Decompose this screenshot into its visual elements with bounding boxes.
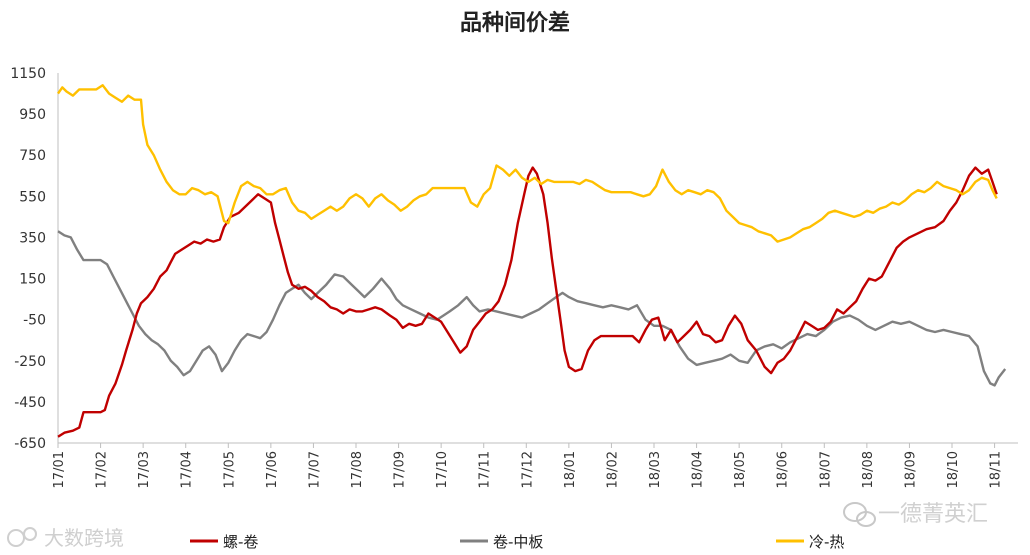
y-tick-label: 150	[19, 272, 46, 288]
watermark-left-text: 大数跨境	[44, 526, 124, 550]
legend-label-2: 冷-热	[809, 533, 844, 551]
x-tick-label: 18/08	[861, 451, 876, 488]
x-tick-label: 18/09	[903, 451, 918, 488]
x-tick-label: 18/01	[563, 451, 578, 488]
series-line-0	[57, 166, 998, 438]
legend-label-1: 卷-中板	[493, 533, 543, 551]
y-tick-label: 350	[19, 230, 46, 246]
camera-icon	[7, 527, 37, 547]
x-tick-label: 18/11	[989, 451, 1004, 488]
y-axis: 1150 950 750 550 350 150 -50 -250 -450 -650	[10, 66, 59, 452]
x-tick-label: 17/02	[95, 451, 110, 488]
x-tick-label: 18/04	[691, 451, 706, 488]
x-tick-label: 18/05	[733, 451, 748, 488]
x-tick-label: 17/09	[393, 451, 408, 488]
x-tick-label: 18/06	[776, 451, 791, 488]
watermark-left: 大数跨境	[7, 526, 124, 550]
legend: 螺-卷 卷-中板 冷-热	[190, 533, 844, 551]
x-tick-label: 17/12	[520, 451, 535, 488]
y-tick-label: 950	[19, 107, 46, 123]
x-tick-label: 17/03	[137, 451, 152, 488]
x-tick-label: 17/05	[222, 451, 237, 488]
watermark-right: 一德菁英汇	[843, 502, 988, 527]
watermark-right-text: 一德菁英汇	[878, 502, 988, 527]
x-tick-label: 18/02	[605, 451, 620, 488]
legend-label-0: 螺-卷	[223, 533, 258, 551]
chart-title: 品种间价差	[460, 10, 570, 36]
series-lines	[57, 84, 1007, 438]
y-tick-label: -650	[14, 436, 46, 452]
y-tick-label: 750	[19, 148, 46, 164]
y-tick-label: 1150	[10, 66, 46, 82]
x-tick-label: 17/11	[478, 451, 493, 488]
y-tick-label: 550	[19, 189, 46, 205]
x-tick-label: 18/07	[818, 451, 833, 488]
x-tick-label: 18/03	[648, 451, 663, 488]
wechat-icon	[843, 502, 876, 527]
x-tick-label: 17/08	[350, 451, 365, 488]
series-line-2	[57, 84, 998, 243]
x-tick-label: 17/06	[265, 451, 280, 488]
y-tick-label: -50	[23, 313, 46, 329]
x-tick-label: 17/07	[307, 451, 322, 488]
y-tick-label: -250	[14, 354, 46, 370]
y-tick-label: -450	[14, 395, 46, 411]
x-tick-label: 17/01	[52, 451, 67, 488]
x-tick-label: 17/10	[435, 451, 450, 488]
x-axis: 17/01 17/02 17/03 17/04 17/05 17/06 17/07 17/08…	[52, 442, 1018, 488]
x-tick-label: 18/10	[946, 451, 961, 488]
x-tick-label: 17/04	[180, 451, 195, 488]
series-line-1	[57, 230, 1007, 387]
